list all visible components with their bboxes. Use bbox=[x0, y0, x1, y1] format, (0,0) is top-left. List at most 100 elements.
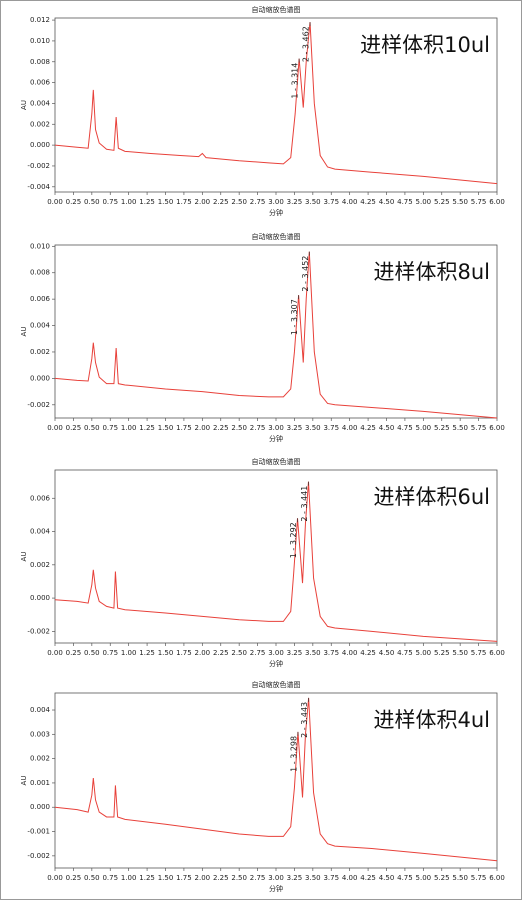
x-tick-label: 3.50 bbox=[305, 649, 321, 657]
annotation: 进样体积8ul bbox=[373, 260, 490, 284]
x-tick-label: 4.75 bbox=[397, 424, 413, 432]
x-tick-label: 5.00 bbox=[416, 424, 432, 432]
y-axis-label: AU bbox=[20, 552, 28, 562]
x-tick-label: 5.50 bbox=[452, 649, 468, 657]
y-tick-label: -0.002 bbox=[27, 852, 50, 860]
x-tick-label: 1.50 bbox=[158, 649, 174, 657]
x-tick-label: 1.75 bbox=[176, 649, 192, 657]
x-axis-label: 分钟 bbox=[269, 884, 283, 893]
x-tick-label: 3.00 bbox=[268, 874, 284, 882]
y-tick-label: 0.010 bbox=[30, 37, 50, 45]
x-tick-label: 5.75 bbox=[471, 874, 487, 882]
peak-label: 2 - 3.462 bbox=[302, 26, 311, 62]
x-tick-label: 0.00 bbox=[47, 649, 63, 657]
y-tick-label: 0.006 bbox=[30, 79, 51, 87]
x-tick-label: 1.25 bbox=[139, 424, 155, 432]
y-tick-label: 0.000 bbox=[30, 141, 50, 149]
x-tick-label: 1.25 bbox=[139, 649, 155, 657]
x-tick-label: 4.50 bbox=[379, 649, 395, 657]
chart-title: 自动缩放色谱图 bbox=[252, 457, 301, 466]
y-tick-label: 0.006 bbox=[30, 295, 51, 303]
y-tick-label: 0.000 bbox=[30, 803, 50, 811]
annotation: 进样体积10ul bbox=[360, 33, 490, 57]
x-tick-label: 4.50 bbox=[379, 424, 395, 432]
peak-label: 1 - 3.298 bbox=[289, 736, 298, 772]
peak-label: 1 - 3.292 bbox=[289, 522, 298, 558]
y-tick-label: 0.012 bbox=[30, 16, 50, 24]
y-tick-label: 0.004 bbox=[30, 322, 51, 330]
x-tick-label: 2.00 bbox=[195, 198, 211, 206]
x-tick-label: 1.00 bbox=[121, 649, 137, 657]
y-tick-label: 0.004 bbox=[30, 99, 51, 107]
y-tick-label: 0.002 bbox=[30, 120, 50, 128]
x-tick-label: 3.50 bbox=[305, 874, 321, 882]
x-tick-label: 1.50 bbox=[158, 874, 174, 882]
x-tick-label: 0.50 bbox=[84, 649, 100, 657]
x-tick-label: 0.00 bbox=[47, 198, 63, 206]
x-tick-label: 3.75 bbox=[323, 649, 339, 657]
trace bbox=[54, 481, 498, 642]
x-tick-label: 3.75 bbox=[323, 198, 339, 206]
x-tick-label: 4.00 bbox=[342, 198, 358, 206]
x-tick-label: 2.25 bbox=[213, 874, 229, 882]
x-tick-label: 4.25 bbox=[360, 424, 376, 432]
plot-area bbox=[54, 469, 498, 644]
y-tick-label: 0.000 bbox=[30, 594, 50, 602]
x-tick-label: 4.75 bbox=[397, 649, 413, 657]
y-tick-label: 0.008 bbox=[30, 58, 50, 66]
x-tick-label: 0.75 bbox=[102, 874, 118, 882]
y-axis-label: AU bbox=[20, 100, 28, 110]
x-tick-label: 6.00 bbox=[489, 874, 505, 882]
peak-label: 2 - 3.443 bbox=[300, 702, 309, 738]
chart-title: 自动缩放色谱图 bbox=[252, 5, 301, 14]
x-tick-label: 3.25 bbox=[287, 874, 303, 882]
x-tick-label: 2.50 bbox=[231, 874, 247, 882]
trace bbox=[54, 697, 498, 862]
x-tick-label: 4.25 bbox=[360, 198, 376, 206]
x-tick-label: 2.00 bbox=[195, 874, 211, 882]
x-tick-label: 5.75 bbox=[471, 198, 487, 206]
x-tick-label: 3.50 bbox=[305, 424, 321, 432]
x-tick-label: 5.00 bbox=[416, 874, 432, 882]
x-tick-label: 5.50 bbox=[452, 198, 468, 206]
trace bbox=[54, 251, 498, 419]
x-tick-label: 0.75 bbox=[102, 424, 118, 432]
x-tick-label: 5.25 bbox=[434, 649, 450, 657]
chart-title: 自动缩放色谱图 bbox=[252, 680, 301, 689]
y-tick-label: -0.001 bbox=[27, 828, 50, 836]
plot-area bbox=[54, 244, 498, 419]
x-axis-label: 分钟 bbox=[269, 659, 283, 668]
peak-label: 2 - 3.452 bbox=[301, 256, 310, 292]
x-tick-label: 3.25 bbox=[287, 424, 303, 432]
x-tick-label: 3.25 bbox=[287, 649, 303, 657]
y-tick-label: -0.004 bbox=[27, 183, 50, 191]
x-tick-label: 2.50 bbox=[231, 424, 247, 432]
x-tick-label: 3.00 bbox=[268, 424, 284, 432]
x-tick-label: 5.00 bbox=[416, 649, 432, 657]
y-tick-label: 0.004 bbox=[30, 528, 51, 536]
y-tick-label: 0.001 bbox=[30, 779, 50, 787]
y-tick-label: -0.002 bbox=[27, 162, 50, 170]
y-tick-label: 0.003 bbox=[30, 730, 50, 738]
x-tick-label: 4.25 bbox=[360, 874, 376, 882]
x-tick-label: 0.25 bbox=[66, 649, 82, 657]
x-tick-label: 5.50 bbox=[452, 874, 468, 882]
x-tick-label: 0.50 bbox=[84, 198, 100, 206]
x-tick-label: 2.75 bbox=[250, 424, 266, 432]
x-tick-label: 3.50 bbox=[305, 198, 321, 206]
x-tick-label: 3.00 bbox=[268, 198, 284, 206]
x-tick-label: 5.00 bbox=[416, 198, 432, 206]
x-tick-label: 4.00 bbox=[342, 874, 358, 882]
x-tick-label: 0.00 bbox=[47, 874, 63, 882]
x-tick-label: 2.25 bbox=[213, 424, 229, 432]
x-tick-label: 5.25 bbox=[434, 198, 450, 206]
x-tick-label: 4.25 bbox=[360, 649, 376, 657]
x-tick-label: 4.00 bbox=[342, 649, 358, 657]
x-tick-label: 2.75 bbox=[250, 198, 266, 206]
x-tick-label: 3.00 bbox=[268, 649, 284, 657]
x-tick-label: 4.75 bbox=[397, 198, 413, 206]
